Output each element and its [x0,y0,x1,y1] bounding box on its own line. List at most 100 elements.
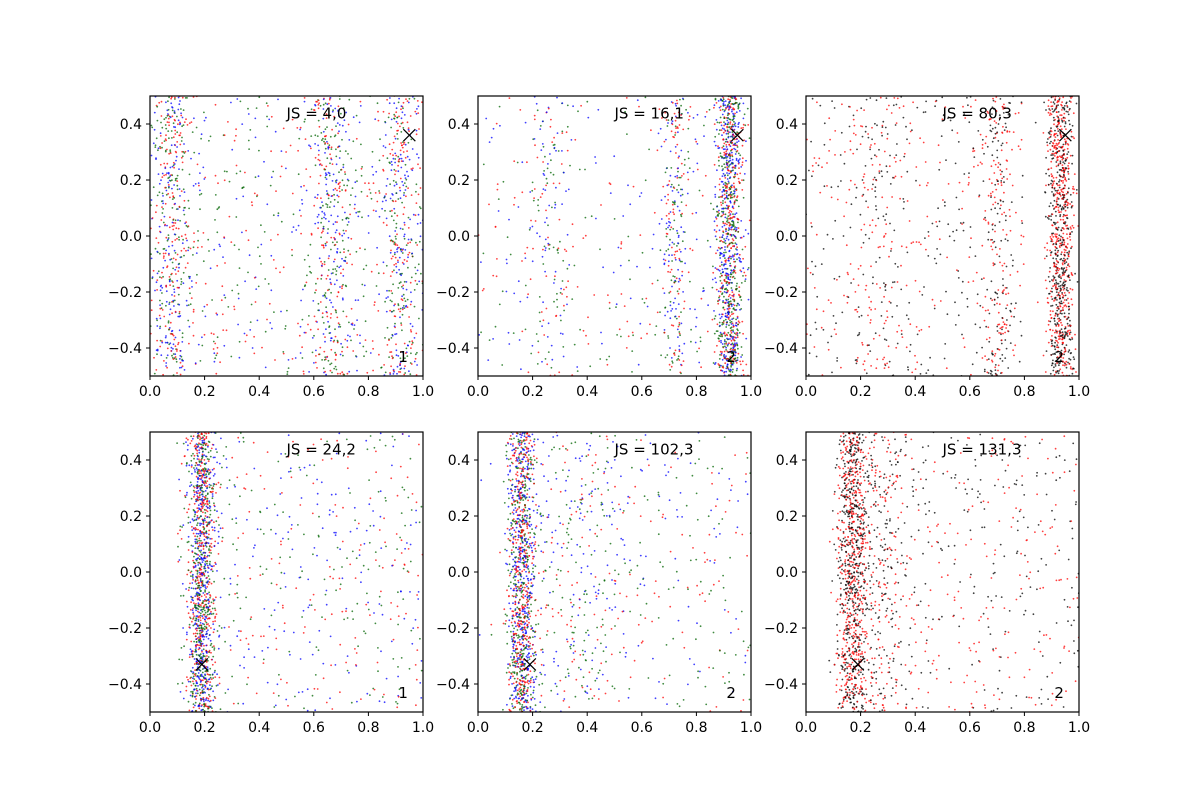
data-point [177,343,179,346]
data-point [736,144,738,147]
data-point [738,161,740,164]
data-point [636,99,639,102]
data-point [1057,341,1059,344]
data-point [870,308,872,311]
data-point [496,183,499,186]
data-point [392,194,394,196]
data-point [400,122,403,125]
data-point [334,187,337,190]
data-point [1071,338,1074,340]
data-point [177,293,180,296]
data-point [360,143,362,146]
data-point [717,299,720,302]
data-point [168,343,171,346]
data-point [537,199,540,201]
data-point [347,236,350,239]
data-point [733,293,735,296]
data-point [172,122,175,125]
data-point [607,294,609,296]
data-point [550,344,553,347]
data-point [721,333,723,336]
data-point [547,244,550,246]
data-point [560,163,563,165]
data-point [954,324,957,326]
data-point [1000,204,1002,207]
data-point [722,189,725,192]
data-point [347,123,350,126]
data-point [1056,332,1058,334]
data-point [190,280,193,282]
data-point [172,334,175,337]
data-point [668,244,671,246]
data-point [1056,344,1059,346]
data-point [355,211,358,214]
data-point [159,339,162,342]
data-point [727,165,730,168]
data-point [1020,101,1023,104]
data-point [565,286,568,289]
data-point [1051,108,1054,110]
data-point [742,369,744,372]
data-point [408,340,411,343]
data-point [400,324,403,326]
data-point [1005,347,1008,350]
data-point [342,354,344,357]
data-point [664,307,666,309]
data-point [1055,142,1058,145]
scatter-points [806,96,1079,376]
data-point [371,165,374,168]
data-point [665,235,668,238]
data-point [1052,142,1055,145]
data-point [1017,112,1020,114]
data-point [1003,181,1005,184]
data-point [341,346,344,349]
data-point [1009,215,1011,218]
data-point [732,308,735,310]
data-point [324,142,327,144]
data-point [328,325,331,327]
data-point [336,241,338,244]
data-point [394,173,396,176]
data-point [168,301,171,304]
data-point [726,172,728,174]
data-point [1070,298,1073,301]
data-point [381,200,384,203]
data-point [166,354,169,357]
data-point [563,304,565,307]
data-point [167,181,170,184]
data-point [737,320,740,323]
data-point [516,161,519,164]
data-point [733,190,736,193]
data-point [156,353,158,356]
data-point [989,372,992,375]
data-point [808,169,810,172]
data-point [310,272,313,274]
data-point [725,326,728,328]
data-point [323,350,326,353]
data-point [991,360,994,363]
data-point [181,96,184,99]
data-point [308,371,310,373]
data-point [553,282,555,284]
data-point [1061,263,1064,266]
data-point [342,283,344,286]
data-point [395,181,397,184]
data-point [1063,285,1065,287]
data-point [613,155,616,158]
data-point [1002,229,1004,231]
data-point [687,157,690,160]
data-point [349,253,351,256]
data-point [566,267,569,270]
data-point [319,346,322,349]
data-point [997,183,1000,185]
data-point [725,194,728,197]
data-point [732,329,734,332]
data-point [1056,221,1059,224]
data-point [736,344,739,347]
data-point [260,224,262,227]
data-point [632,334,634,337]
data-point [201,246,203,248]
data-point [834,130,837,132]
data-point [969,226,972,228]
data-point [304,331,307,334]
